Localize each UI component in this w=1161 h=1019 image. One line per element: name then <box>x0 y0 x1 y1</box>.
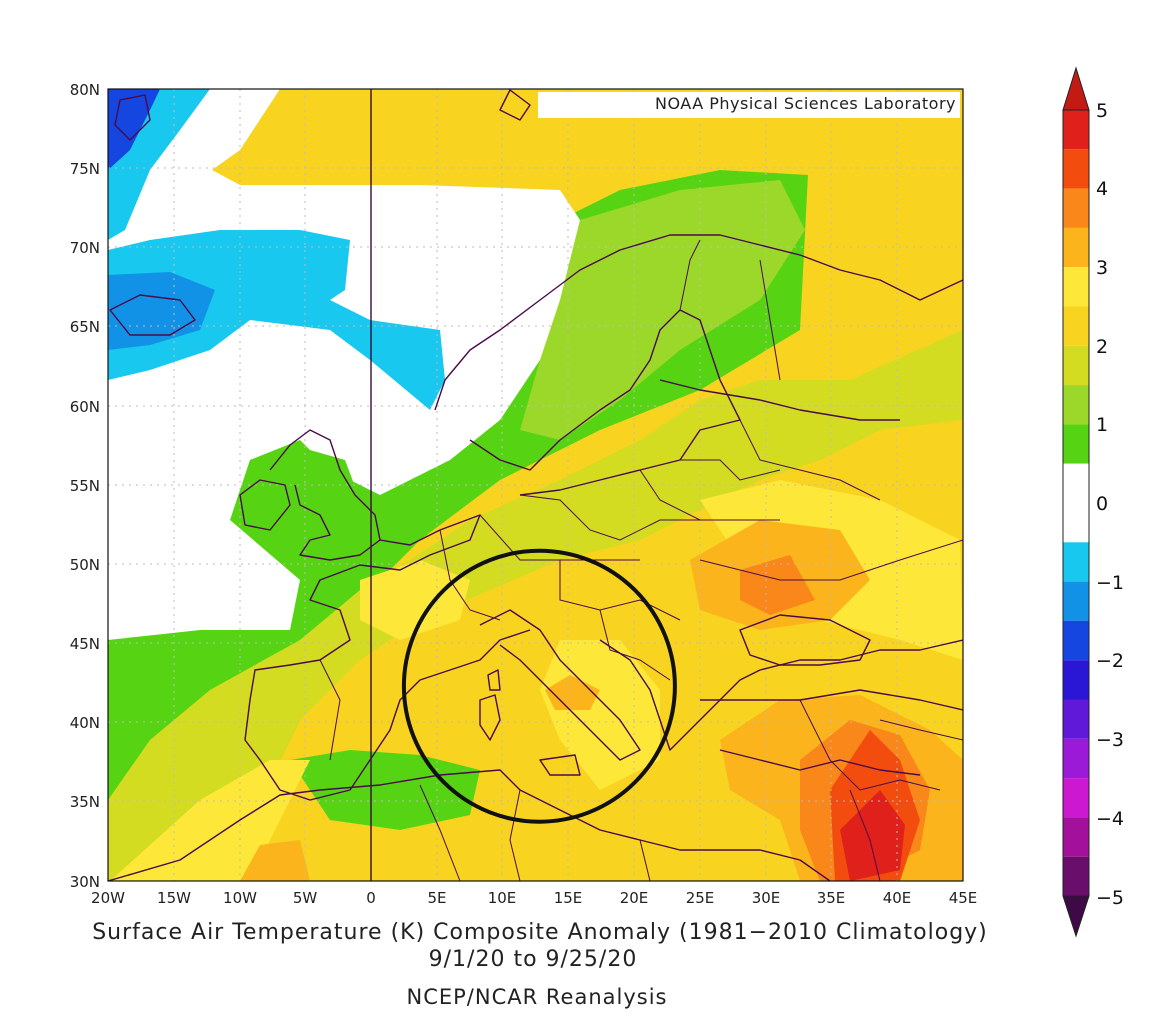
lon-tick-label: 15E <box>554 889 583 907</box>
lat-axis-labels: 80N 75N 70N 65N 60N 55N 50N 45N 40N 35N … <box>70 81 100 891</box>
lon-tick-label: 0 <box>366 889 376 907</box>
colorbar-bin <box>1063 660 1089 700</box>
colorbar-bin <box>1063 424 1089 464</box>
anomaly-region-yellowgreen <box>108 330 963 881</box>
anomaly-region-levant-darkred <box>840 790 905 881</box>
anomaly-region-blue-deep <box>108 89 160 170</box>
anomaly-region-blue-mid <box>108 272 215 350</box>
colorbar-bin <box>1063 188 1089 228</box>
highlight-circle <box>401 548 677 824</box>
colorbar-bin <box>1063 306 1089 346</box>
lat-tick-label: 30N <box>70 873 100 891</box>
colorbar-bin <box>1063 463 1089 543</box>
map-credit-text: NOAA Physical Sciences Laboratory <box>655 94 956 113</box>
map-gridlines <box>108 89 963 881</box>
colorbar-frame <box>1062 109 1090 897</box>
colorbar-bin <box>1063 267 1089 307</box>
coastline-finland-gulf <box>659 379 900 421</box>
anomaly-region-balkan-orange <box>545 675 600 710</box>
anomaly-region-norway-green <box>520 180 805 440</box>
lon-tick-label: 35E <box>817 889 846 907</box>
colorbar-bin <box>1063 817 1089 857</box>
lon-tick-label: 10E <box>488 889 517 907</box>
lon-tick-label: 10W <box>223 889 257 907</box>
colorbar-label: 1 <box>1096 414 1108 436</box>
colorbar-bins <box>1063 110 1089 896</box>
colorbar: 5 4 3 2 1 0 −1 −2 −3 −4 −5 <box>1062 66 1124 938</box>
colorbar-label: −3 <box>1096 729 1124 751</box>
colorbar-label: −2 <box>1096 650 1124 672</box>
coastline-iceland <box>109 294 196 336</box>
anomaly-region-france-yellow <box>360 560 470 640</box>
coastline-uk <box>269 429 381 561</box>
lon-axis-labels: 20W 15W 10W 5W 0 5E 10E 15E 20E 25E 30E … <box>91 889 977 907</box>
lat-tick-label: 55N <box>70 477 100 495</box>
lon-tick-label: 5E <box>427 889 446 907</box>
colorbar-bin <box>1063 542 1089 582</box>
colorbar-bin <box>1063 110 1089 150</box>
anomaly-region-ukraine-darkorange <box>740 555 815 615</box>
colorbar-label: 4 <box>1096 178 1108 200</box>
colorbar-label: 5 <box>1096 100 1108 122</box>
lat-tick-label: 35N <box>70 793 100 811</box>
anomaly-region-zero-north <box>108 89 580 640</box>
credit-box <box>538 92 960 118</box>
colorbar-bin <box>1063 385 1089 425</box>
lon-tick-label: 20E <box>620 889 649 907</box>
figure-title: Surface Air Temperature (K) Composite An… <box>92 920 988 945</box>
lon-tick-label: 15W <box>157 889 191 907</box>
coastline-sicily <box>539 754 581 776</box>
coastline-france-iberia <box>244 514 531 801</box>
colorbar-bin <box>1063 778 1089 818</box>
coastline-sweden-baltic <box>469 309 741 496</box>
lon-tick-label: 40E <box>883 889 912 907</box>
colorbar-label: −4 <box>1096 808 1124 830</box>
lat-tick-label: 50N <box>70 556 100 574</box>
colorbar-arrow-top <box>1062 66 1090 111</box>
colorbar-bin <box>1063 856 1089 896</box>
lat-tick-label: 40N <box>70 714 100 732</box>
lat-tick-label: 80N <box>70 81 100 99</box>
map-plot-area <box>108 89 963 881</box>
anomaly-region-blue-west <box>108 230 445 410</box>
lat-tick-label: 70N <box>70 239 100 257</box>
colorbar-bin <box>1063 149 1089 189</box>
coastline-scandinavia <box>434 234 963 411</box>
lon-tick-label: 5W <box>293 889 318 907</box>
colorbar-label: 0 <box>1096 493 1108 515</box>
colorbar-bin <box>1063 738 1089 779</box>
colorbar-label: 2 <box>1096 336 1108 358</box>
figure-source: NCEP/NCAR Reanalysis <box>406 985 668 1009</box>
coastline-svalbard <box>114 89 531 141</box>
lat-tick-label: 60N <box>70 398 100 416</box>
lon-tick-label: 45E <box>949 889 978 907</box>
lon-tick-label: 25E <box>686 889 715 907</box>
colorbar-bin <box>1063 581 1089 621</box>
coastline-ireland <box>239 479 291 531</box>
figure-date-range: 9/1/20 to 9/25/20 <box>428 947 638 972</box>
colorbar-labels: 5 4 3 2 1 0 −1 −2 −3 −4 −5 <box>1096 100 1124 909</box>
colorbar-label: −5 <box>1096 887 1124 909</box>
colorbar-label: −1 <box>1096 572 1124 594</box>
colorbar-label: 3 <box>1096 257 1108 279</box>
country-borders <box>319 239 963 881</box>
lon-tick-label: 20W <box>91 889 125 907</box>
lat-tick-label: 65N <box>70 318 100 336</box>
colorbar-bin <box>1063 227 1089 268</box>
colorbar-bin <box>1063 620 1089 661</box>
lat-tick-label: 45N <box>70 635 100 653</box>
anomaly-region-africa-orange <box>240 840 310 881</box>
lat-tick-label: 75N <box>70 160 100 178</box>
coastline-turkey <box>700 689 963 776</box>
coastline-black-sea <box>739 614 871 666</box>
coastline-sardinia <box>479 694 501 741</box>
coastline-italy <box>479 609 641 761</box>
colorbar-bin <box>1063 345 1089 386</box>
map-frame <box>107 88 964 882</box>
coastline-corsica <box>487 669 501 691</box>
lon-tick-label: 30E <box>752 889 781 907</box>
colorbar-bin <box>1063 699 1089 739</box>
